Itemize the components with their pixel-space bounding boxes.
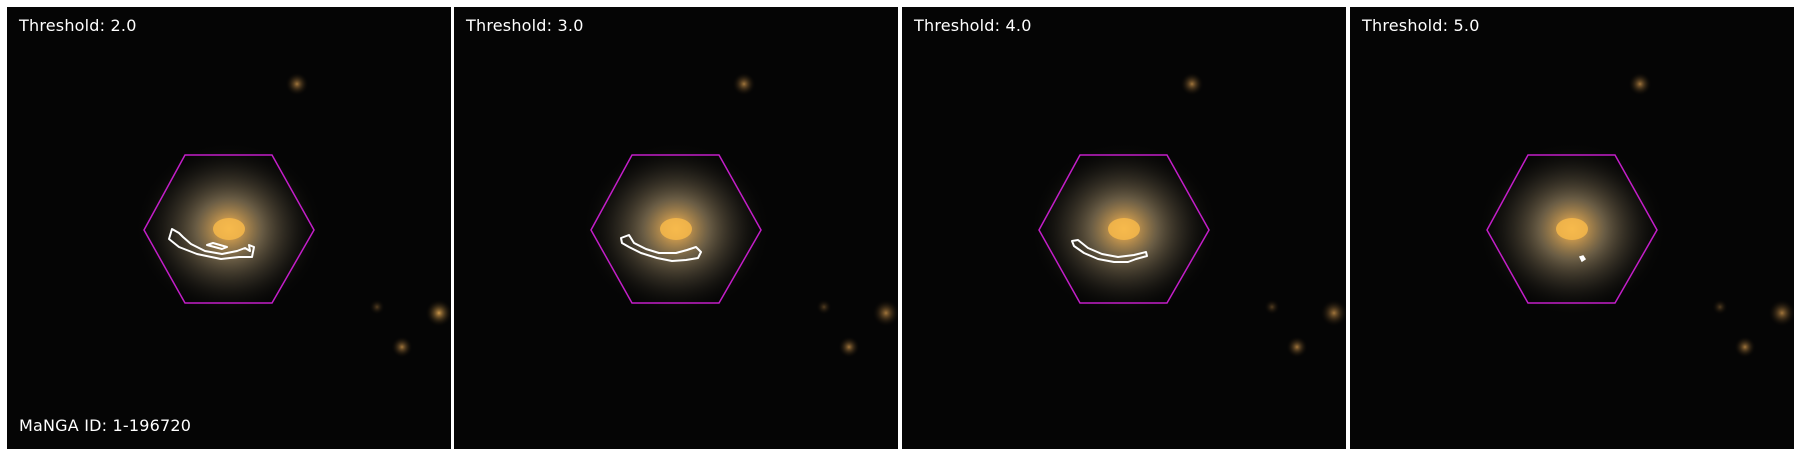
background-star — [1628, 72, 1652, 96]
ifu-hexagon-outline — [1486, 154, 1658, 304]
galaxy-image — [902, 7, 1346, 449]
manga-id-label: MaNGA ID: 1-196720 — [19, 416, 192, 435]
background-star — [838, 336, 860, 358]
threshold-label: Threshold: 5.0 — [1362, 16, 1480, 35]
background-star — [285, 72, 309, 96]
threshold-label: Threshold: 4.0 — [914, 16, 1032, 35]
background-star — [732, 72, 756, 96]
background-star — [425, 299, 451, 327]
ifu-hexagon-outline — [143, 154, 315, 304]
background-star — [1734, 336, 1756, 358]
galaxy-image — [454, 7, 898, 449]
image-panel-4: Threshold: 5.0 — [1350, 7, 1794, 449]
galaxy-image — [1350, 7, 1794, 449]
image-panel-1: Threshold: 2.0 MaNGA ID: 1-196720 — [7, 7, 451, 449]
background-star — [391, 336, 413, 358]
background-star — [1320, 299, 1346, 327]
threshold-label: Threshold: 3.0 — [466, 16, 584, 35]
background-star — [872, 299, 898, 327]
background-star — [1286, 336, 1308, 358]
region-contour-threshold-2 — [168, 228, 255, 260]
threshold-label: Threshold: 2.0 — [19, 16, 137, 35]
image-panel-2: Threshold: 3.0 — [454, 7, 898, 449]
ifu-hexagon-outline — [590, 154, 762, 304]
region-contour-threshold-4 — [1071, 239, 1148, 263]
ifu-hexagon-outline — [1038, 154, 1210, 304]
region-contour-threshold-3 — [620, 234, 702, 262]
background-star — [1768, 299, 1794, 327]
background-star — [1180, 72, 1204, 96]
image-panel-3: Threshold: 4.0 — [902, 7, 1346, 449]
galaxy-image — [7, 7, 451, 449]
region-contour-threshold-5 — [1578, 255, 1587, 263]
